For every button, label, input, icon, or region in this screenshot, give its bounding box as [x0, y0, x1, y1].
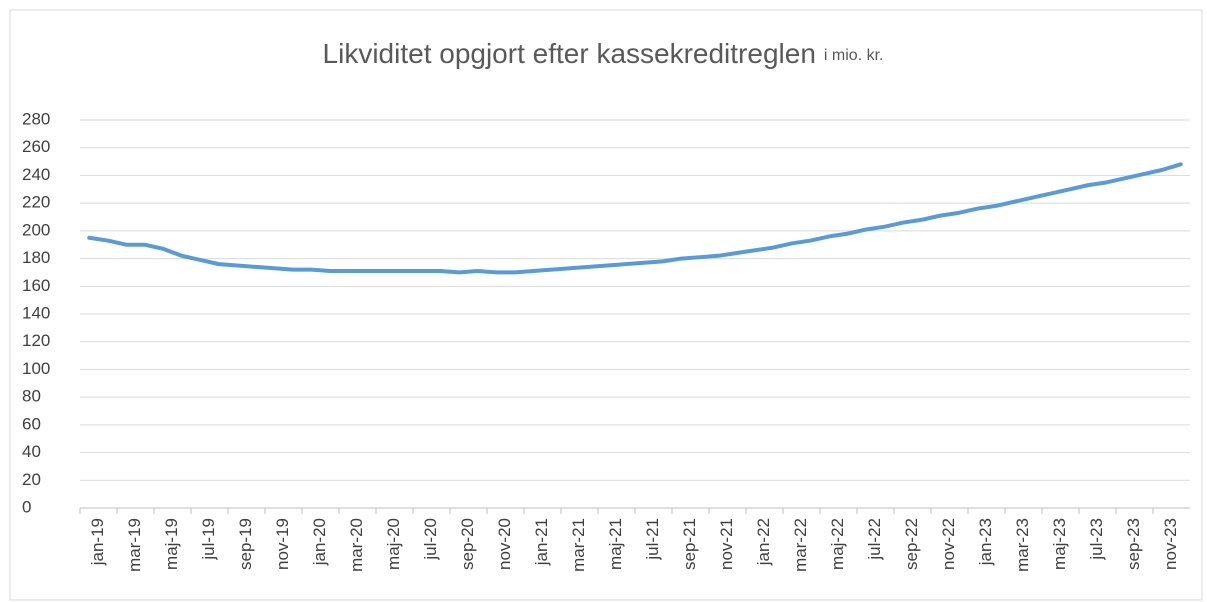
x-tick-label: nov-23: [1161, 518, 1180, 570]
x-tick-label: jul-23: [1087, 518, 1106, 561]
y-tick-label: 40: [22, 442, 41, 461]
x-tick-label: mar-23: [1013, 518, 1032, 572]
x-tick-label: jul-21: [643, 518, 662, 561]
x-tick-label: sep-19: [236, 518, 255, 570]
x-tick-label: maj-21: [606, 518, 625, 570]
y-tick-label: 0: [22, 497, 31, 516]
x-tick-label: maj-22: [828, 518, 847, 570]
y-tick-label: 240: [22, 165, 50, 184]
x-tick-label: sep-22: [902, 518, 921, 570]
x-tick-label: jul-19: [199, 518, 218, 561]
x-tick-label: nov-22: [939, 518, 958, 570]
x-tick-label: nov-20: [495, 518, 514, 570]
x-tick-label: jul-22: [865, 518, 884, 561]
x-tick-label: jan-19: [88, 518, 107, 566]
x-tick-label: mar-21: [569, 518, 588, 572]
y-tick-label: 280: [22, 109, 50, 128]
x-tick-label: sep-21: [680, 518, 699, 570]
y-tick-label: 260: [22, 137, 50, 156]
x-tick-label: jul-20: [421, 518, 440, 561]
x-tick-label: jan-20: [310, 518, 329, 566]
y-tick-label: 140: [22, 303, 50, 322]
y-tick-label: 160: [22, 276, 50, 295]
y-tick-label: 80: [22, 387, 41, 406]
data-line: [87, 162, 1183, 275]
chart-title: Likviditet opgjort efter kassekreditregl…: [323, 38, 816, 69]
y-tick-label: 20: [22, 470, 41, 489]
x-tick-label: mar-19: [125, 518, 144, 572]
y-tick-label: 60: [22, 414, 41, 433]
y-tick-label: 180: [22, 248, 50, 267]
x-tick-label: sep-20: [458, 518, 477, 570]
x-tick-label: maj-20: [384, 518, 403, 570]
x-tick-label: jan-21: [532, 518, 551, 566]
x-tick-label: jan-22: [754, 518, 773, 566]
y-tick-label: 100: [22, 359, 50, 378]
chart-subtitle: i mio. kr.: [824, 47, 884, 64]
y-tick-label: 120: [22, 331, 50, 350]
y-tick-label: 200: [22, 220, 50, 239]
x-tick-label: maj-23: [1050, 518, 1069, 570]
x-tick-label: mar-20: [347, 518, 366, 572]
x-tick-label: nov-19: [273, 518, 292, 570]
chart-title-group: Likviditet opgjort efter kassekreditregl…: [323, 38, 884, 69]
chart-border: [9, 9, 1203, 601]
x-tick-label: sep-23: [1124, 518, 1143, 570]
x-tick-label: nov-21: [717, 518, 736, 570]
x-tick-label: maj-19: [162, 518, 181, 570]
x-tick-label: jan-23: [976, 518, 995, 566]
y-tick-label: 220: [22, 193, 50, 212]
x-tick-label: mar-22: [791, 518, 810, 572]
